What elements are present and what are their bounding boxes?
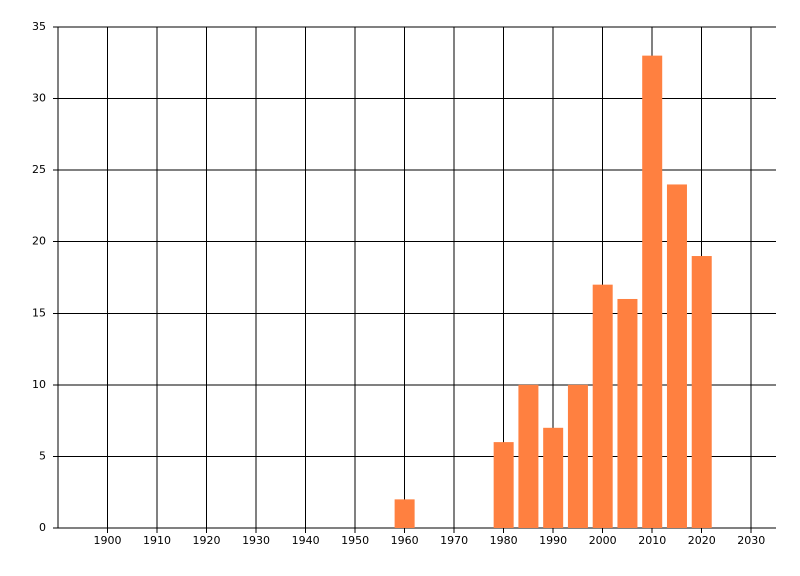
y-tick-label: 15 (32, 306, 46, 319)
x-tick-label: 1930 (242, 534, 270, 547)
y-tick-label: 0 (39, 521, 46, 534)
bar (518, 384, 539, 528)
x-tick-label: 2010 (638, 534, 666, 547)
y-tick-label: 5 (39, 449, 46, 462)
bar (592, 284, 613, 528)
bar (617, 298, 638, 528)
y-tick-label: 25 (32, 163, 46, 176)
x-tick-label: 1920 (193, 534, 221, 547)
y-tick-label: 35 (32, 20, 46, 33)
y-tick-label: 30 (32, 92, 46, 105)
bar (691, 256, 712, 528)
y-tick-label: 10 (32, 378, 46, 391)
bar (493, 442, 514, 528)
bar (666, 184, 687, 528)
x-tick-label: 1990 (539, 534, 567, 547)
x-tick-label: 1960 (391, 534, 419, 547)
x-tick-label: 1970 (440, 534, 468, 547)
x-tick-label: 1980 (490, 534, 518, 547)
x-tick-label: 2030 (737, 534, 765, 547)
x-tick-label: 1950 (341, 534, 369, 547)
bar (642, 55, 663, 528)
bar (567, 384, 588, 528)
x-tick-label: 1940 (292, 534, 320, 547)
y-tick-label: 20 (32, 235, 46, 248)
x-tick-label: 1910 (143, 534, 171, 547)
x-tick-label: 1900 (94, 534, 122, 547)
bar (543, 427, 564, 528)
x-tick-label: 2020 (688, 534, 716, 547)
x-tick-label: 2000 (589, 534, 617, 547)
bar (394, 499, 415, 528)
